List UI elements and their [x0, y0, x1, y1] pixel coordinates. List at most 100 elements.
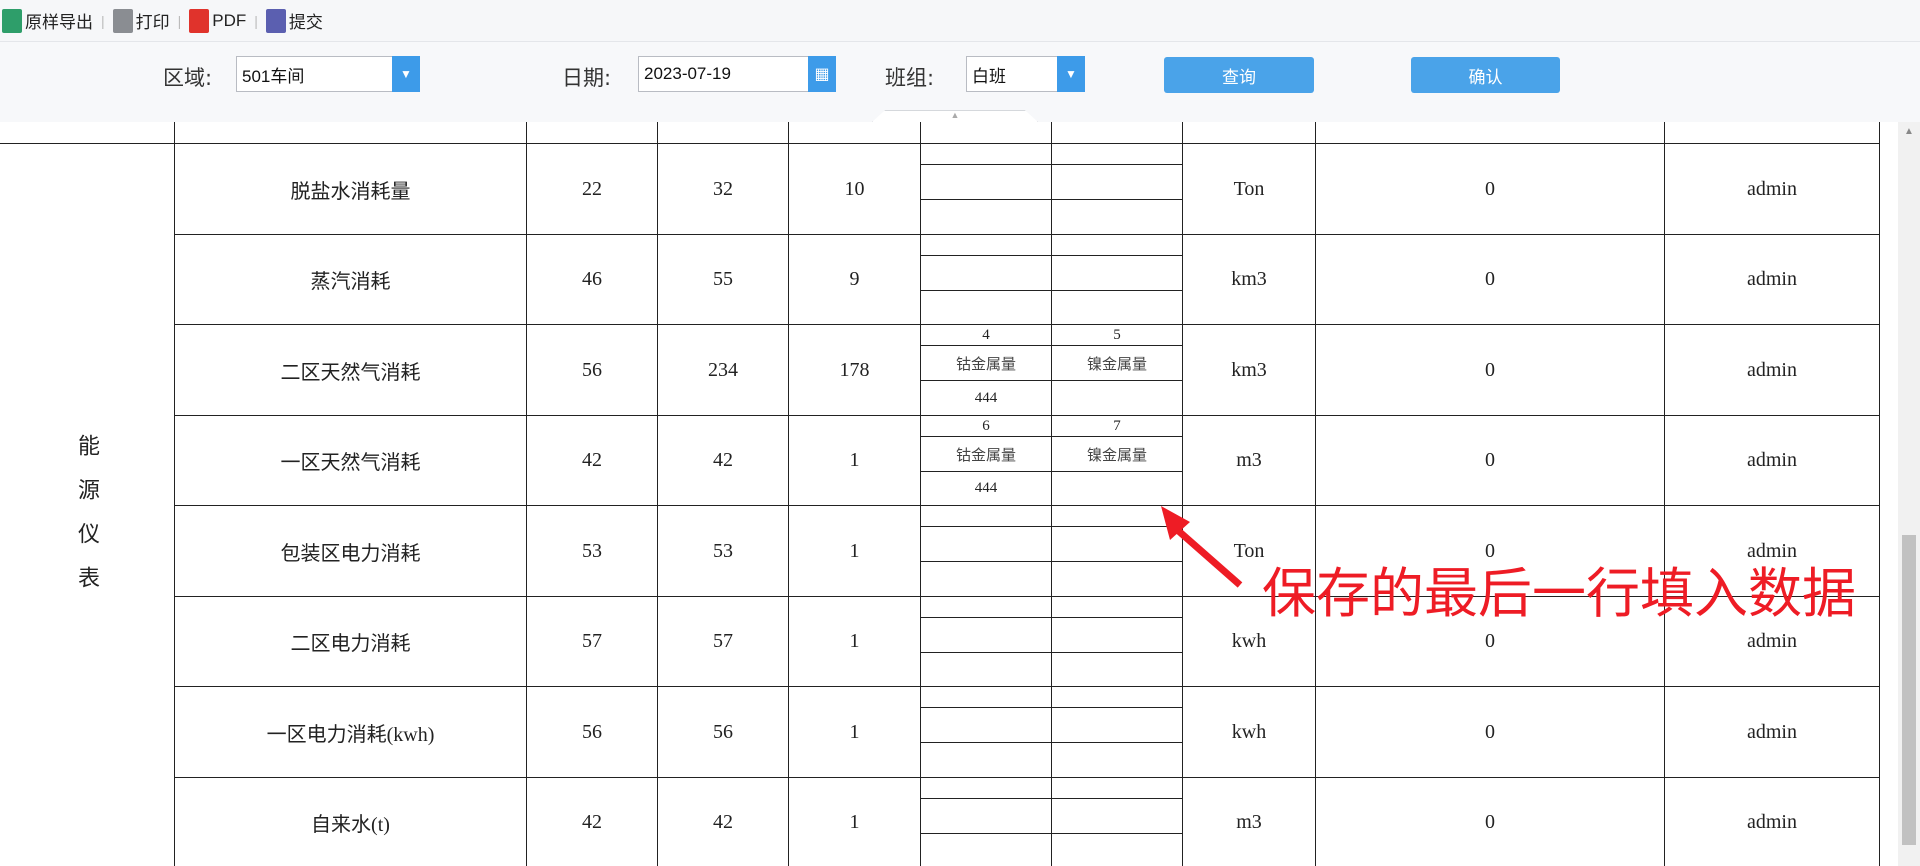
sub-cell[interactable]	[921, 799, 1052, 834]
sub-cell: 5	[1052, 325, 1183, 346]
sub-cell[interactable]	[921, 562, 1052, 597]
row-diff-cell: 10	[789, 144, 921, 235]
sub-cell: 镍金属量	[1052, 437, 1183, 472]
table-cell-partial	[921, 122, 1052, 144]
row-name-cell: 二区电力消耗	[175, 597, 527, 687]
sub-cell: 7	[1052, 416, 1183, 437]
sub-cell[interactable]	[1052, 506, 1183, 527]
sub-cell[interactable]	[921, 235, 1052, 256]
sub-cell[interactable]	[921, 618, 1052, 653]
row-value-cell: 0	[1316, 416, 1665, 506]
collapse-toggle[interactable]: ▲	[872, 110, 1038, 122]
sub-cell[interactable]	[1052, 235, 1183, 256]
sub-cell[interactable]	[921, 708, 1052, 743]
table-cell-partial	[1183, 122, 1316, 144]
calendar-icon[interactable]: ▦	[808, 56, 836, 92]
row-unit-cell: Ton	[1183, 144, 1316, 235]
sub-cell: 钴金属量	[921, 346, 1052, 381]
row-value2-cell: 55	[658, 235, 789, 325]
vertical-scrollbar[interactable]: ▲	[1898, 122, 1920, 866]
row-value-cell: 0	[1316, 687, 1665, 778]
row-value-cell: 0	[1316, 778, 1665, 866]
sub-cell[interactable]	[921, 743, 1052, 778]
sub-cell[interactable]	[921, 687, 1052, 708]
sub-cell[interactable]	[1052, 834, 1183, 866]
sub-cell: 镍金属量	[1052, 346, 1183, 381]
row-value1-cell: 56	[527, 325, 658, 416]
row-value-cell: 0	[1316, 597, 1665, 687]
toolbar-pdf-button[interactable]: PDF	[189, 8, 246, 33]
area-label: 区域:	[163, 66, 213, 90]
row-value2-cell: 234	[658, 325, 789, 416]
sub-cell[interactable]	[1052, 597, 1183, 618]
sub-cell[interactable]	[921, 144, 1052, 165]
area-value: 501车间	[242, 66, 305, 86]
toolbar-save-disk-button[interactable]: 提交	[265, 8, 323, 33]
row-user-cell: admin	[1665, 235, 1880, 325]
area-select[interactable]: 501车间 ▼	[236, 56, 420, 92]
table-cell-partial	[658, 122, 789, 144]
sub-cell[interactable]: 444	[921, 472, 1052, 506]
sub-cell[interactable]	[1052, 653, 1183, 687]
shift-select[interactable]: 白班 ▼	[966, 56, 1085, 92]
excel-export-icon	[2, 8, 22, 33]
chevron-down-icon[interactable]: ▼	[1057, 56, 1085, 92]
toolbar-printer-button[interactable]: 打印	[112, 8, 170, 33]
sub-cell[interactable]	[1052, 799, 1183, 834]
confirm-button[interactable]: 确认	[1411, 57, 1560, 93]
row-diff-cell: 1	[789, 778, 921, 866]
row-value2-cell: 32	[658, 144, 789, 235]
sub-cell[interactable]	[1052, 687, 1183, 708]
table-cell-partial	[527, 122, 658, 144]
row-user-cell: admin	[1665, 144, 1880, 235]
row-name-cell: 自来水(t)	[175, 778, 527, 866]
sub-cell[interactable]	[921, 200, 1052, 235]
chevron-down-icon[interactable]: ▼	[392, 56, 420, 92]
row-user-cell: admin	[1665, 687, 1880, 778]
row-value1-cell: 53	[527, 506, 658, 597]
sub-cell[interactable]	[1052, 256, 1183, 291]
row-unit-cell: km3	[1183, 235, 1316, 325]
sub-cell[interactable]	[921, 165, 1052, 200]
row-value1-cell: 57	[527, 597, 658, 687]
sub-cell[interactable]	[921, 291, 1052, 325]
sub-cell[interactable]	[921, 527, 1052, 562]
row-name-cell: 二区天然气消耗	[175, 325, 527, 416]
sub-cell[interactable]	[1052, 562, 1183, 597]
sub-cell[interactable]	[921, 653, 1052, 687]
sub-cell[interactable]	[1052, 381, 1183, 416]
sub-cell[interactable]	[921, 506, 1052, 527]
sub-cell[interactable]	[1052, 144, 1183, 165]
row-user-cell: admin	[1665, 325, 1880, 416]
sub-cell[interactable]: 444	[921, 381, 1052, 416]
sub-cell[interactable]	[1052, 743, 1183, 778]
query-button[interactable]: 查询	[1164, 57, 1314, 93]
sub-cell: 4	[921, 325, 1052, 346]
sub-cell[interactable]	[921, 834, 1052, 866]
sub-cell[interactable]	[921, 256, 1052, 291]
sub-cell[interactable]	[1052, 527, 1183, 562]
sub-cell[interactable]	[1052, 165, 1183, 200]
scroll-up-icon[interactable]: ▲	[1904, 126, 1914, 137]
group-label-cell: 能源仪表	[0, 144, 175, 866]
toolbar-separator: |	[177, 12, 182, 29]
save-disk-icon	[265, 8, 286, 33]
sub-cell[interactable]	[921, 597, 1052, 618]
toolbar-excel-export-button[interactable]: 原样导出	[2, 8, 93, 33]
sub-cell[interactable]	[1052, 778, 1183, 799]
sub-cell[interactable]	[1052, 472, 1183, 506]
sub-cell[interactable]	[921, 778, 1052, 799]
sub-cell: 6	[921, 416, 1052, 437]
sub-cell[interactable]	[1052, 291, 1183, 325]
sub-cell[interactable]	[1052, 618, 1183, 653]
row-value2-cell: 56	[658, 687, 789, 778]
toolbar-label: 提交	[288, 13, 323, 32]
sub-cell[interactable]	[1052, 708, 1183, 743]
scrollbar-thumb[interactable]	[1902, 535, 1916, 845]
sub-cell: 钴金属量	[921, 437, 1052, 472]
row-value2-cell: 57	[658, 597, 789, 687]
row-value-cell: 0	[1316, 325, 1665, 416]
filter-bar: 区域: 501车间 ▼ 日期: 2023-07-19 ▦ 班组: 白班 ▼ 查询…	[0, 42, 1920, 122]
date-input[interactable]: 2023-07-19 ▦	[638, 56, 836, 92]
sub-cell[interactable]	[1052, 200, 1183, 235]
